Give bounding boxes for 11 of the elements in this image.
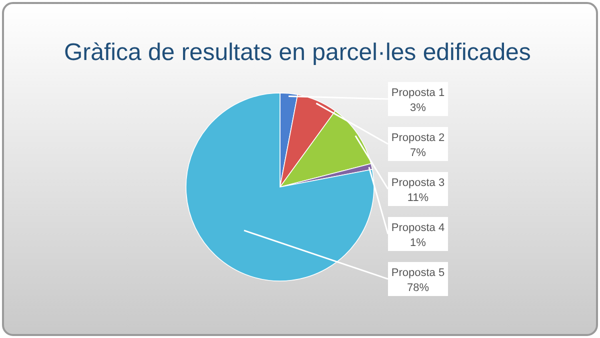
chart-title: Gràfica de resultats en parcel·les edificades <box>64 39 531 66</box>
data-label: 78% <box>406 282 430 294</box>
data-label: 7% <box>410 147 426 159</box>
data-label: 1% <box>410 237 426 249</box>
slice-label: Proposta 3 <box>391 177 445 189</box>
slice-label: Proposta 1 <box>391 87 445 99</box>
slice-label: Proposta 4 <box>391 222 445 234</box>
data-label: 3% <box>410 102 426 114</box>
data-label: 11% <box>407 192 429 204</box>
slice-label: Proposta 2 <box>391 132 445 144</box>
slice-label: Proposta 5 <box>391 267 445 279</box>
